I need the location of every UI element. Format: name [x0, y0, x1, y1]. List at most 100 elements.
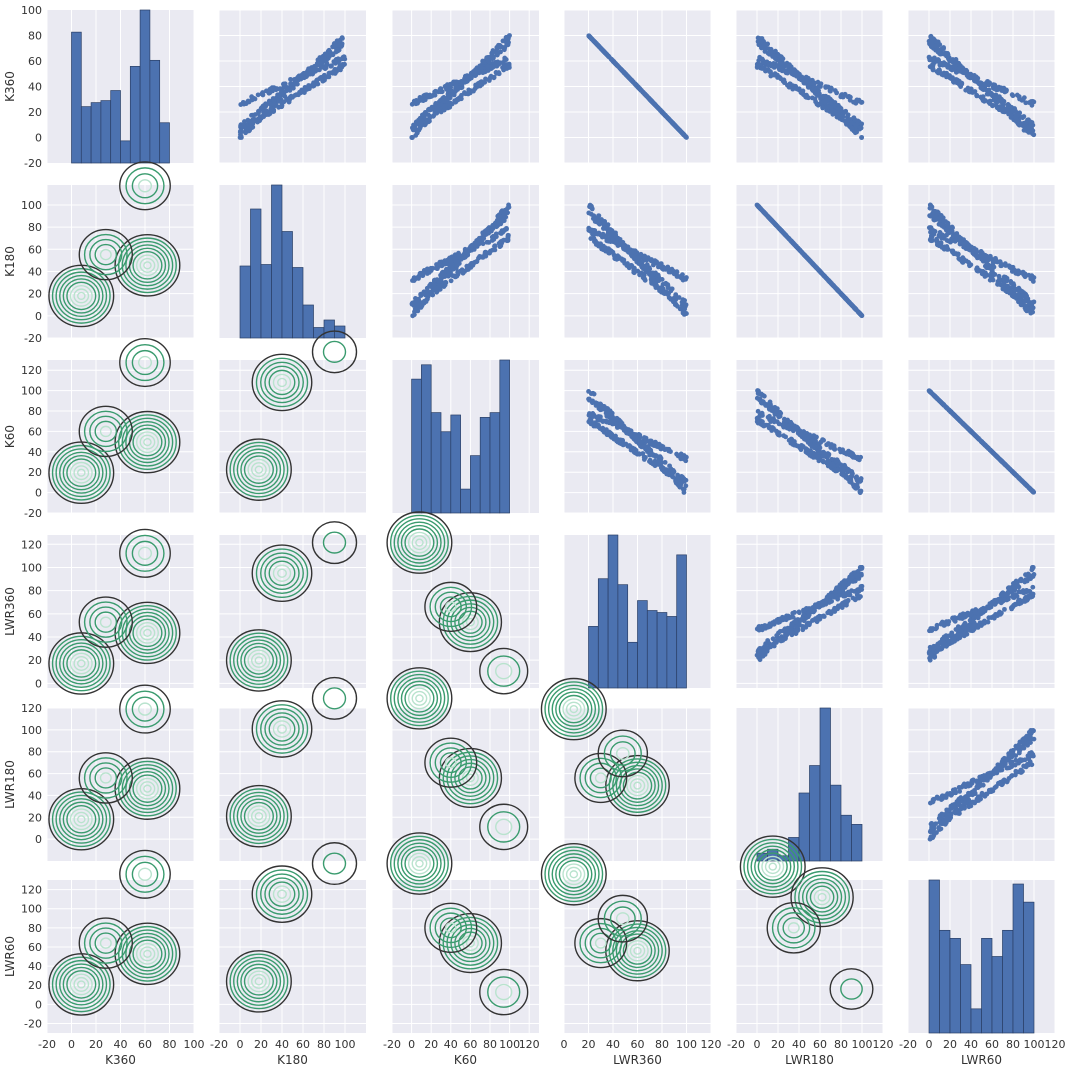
scatter-point — [271, 101, 277, 107]
scatter-point — [942, 244, 947, 250]
scatter-point — [325, 53, 330, 58]
scatter-point — [829, 98, 835, 104]
scatter-point — [334, 69, 339, 74]
scatter-point — [995, 281, 1000, 287]
scatter-point — [601, 221, 606, 227]
scatter-point — [662, 112, 668, 118]
scatter-point — [769, 63, 774, 69]
scatter-point — [501, 38, 507, 44]
scatter-point — [485, 58, 491, 64]
scatter-point — [463, 79, 469, 85]
panel-K180-K60 — [391, 185, 539, 339]
scatter-point — [668, 449, 673, 454]
scatter-point — [939, 222, 944, 228]
histogram-bar — [292, 267, 304, 339]
scatter-point — [857, 310, 863, 316]
scatter-point — [432, 277, 438, 283]
scatter-point — [797, 71, 802, 77]
panel-K360-LWR360 — [563, 9, 712, 164]
scatter-point — [992, 82, 998, 88]
scatter-point — [310, 70, 316, 76]
scatter-point — [257, 118, 263, 124]
scatter-point — [281, 99, 287, 105]
scatter-point — [665, 292, 671, 297]
panel-K180-LWR60 — [907, 185, 1056, 339]
scatter-point — [250, 112, 256, 118]
scatter-point — [292, 77, 298, 83]
panel-K60-K60 — [391, 359, 539, 514]
scatter-point — [336, 38, 342, 44]
scatter-point — [472, 259, 478, 265]
scatter-point — [410, 135, 415, 140]
scatter-point — [606, 246, 611, 252]
y-tick-label: 0 — [35, 310, 42, 323]
scatter-point — [462, 254, 468, 260]
scatter-point — [759, 65, 765, 71]
scatter-point — [620, 437, 625, 443]
scatter-point — [498, 243, 504, 249]
panel-K60-LWR180 — [735, 360, 884, 514]
histogram-bar — [499, 359, 510, 514]
panel-K360-LWR180 — [735, 9, 884, 164]
scatter-point — [845, 117, 851, 123]
scatter-point — [756, 204, 761, 209]
scatter-point — [330, 44, 336, 50]
scatter-point — [984, 256, 989, 262]
scatter-point — [678, 273, 684, 279]
scatter-point — [784, 425, 790, 431]
scatter-point — [989, 277, 995, 282]
scatter-point — [961, 67, 967, 73]
scatter-point — [437, 87, 443, 93]
scatter-point — [430, 113, 436, 119]
scatter-point — [832, 88, 838, 93]
scatter-point — [246, 118, 252, 124]
scatter-point — [441, 107, 447, 113]
scatter-point — [340, 62, 345, 67]
scatter-point — [838, 290, 843, 296]
scatter-point — [424, 296, 430, 302]
scatter-point — [328, 63, 334, 69]
scatter-point — [252, 118, 258, 124]
scatter-point — [631, 267, 637, 273]
scatter-point — [850, 471, 855, 477]
scatter-point — [459, 80, 465, 86]
scatter-point — [641, 435, 647, 440]
scatter-point — [501, 217, 507, 223]
scatter-point — [959, 259, 965, 265]
scatter-point — [807, 439, 813, 445]
scatter-point — [321, 56, 327, 62]
scatter-point — [449, 265, 455, 271]
scatter-point — [478, 79, 484, 85]
scatter-point — [933, 43, 939, 49]
scatter-point — [489, 234, 495, 240]
scatter-point — [620, 68, 626, 74]
scatter-point — [800, 444, 806, 449]
scatter-point — [609, 231, 615, 236]
scatter-point — [682, 310, 688, 316]
scatter-point — [784, 417, 789, 423]
scatter-point — [503, 65, 509, 71]
scatter-point — [645, 255, 651, 261]
scatter-point — [996, 273, 1002, 279]
scatter-point — [678, 129, 684, 135]
scatter-point — [593, 414, 599, 420]
scatter-point — [447, 81, 453, 87]
scatter-point — [683, 134, 689, 140]
scatter-point — [1006, 103, 1012, 109]
y-axis-label: K60 — [3, 425, 17, 448]
histogram-bar — [250, 208, 262, 339]
scatter-point — [412, 306, 418, 312]
scatter-point — [410, 125, 415, 131]
scatter-point — [260, 90, 266, 95]
scatter-point — [956, 66, 962, 71]
scatter-point — [451, 79, 457, 85]
scatter-point — [829, 461, 835, 467]
panel-K180-LWR180 — [735, 185, 884, 339]
scatter-point — [774, 408, 779, 413]
scatter-point — [641, 276, 647, 281]
scatter-point — [1020, 269, 1026, 275]
scatter-point — [506, 202, 511, 208]
scatter-point — [665, 116, 671, 121]
scatter-point — [1016, 111, 1022, 117]
